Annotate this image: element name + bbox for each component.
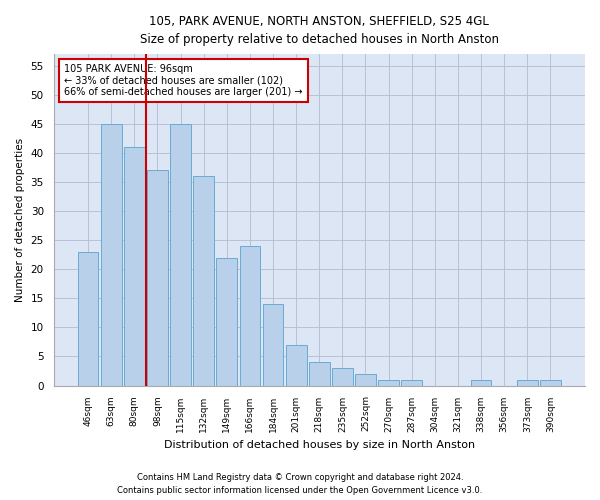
Bar [517, 380, 538, 386]
Bar [540, 380, 561, 386]
Bar [217, 258, 237, 386]
Bar [286, 345, 307, 386]
X-axis label: Distribution of detached houses by size in North Anston: Distribution of detached houses by size … [164, 440, 475, 450]
Bar [355, 374, 376, 386]
Y-axis label: Number of detached properties: Number of detached properties [15, 138, 25, 302]
Bar [332, 368, 353, 386]
Bar [193, 176, 214, 386]
Bar [77, 252, 98, 386]
Bar [239, 246, 260, 386]
Bar [147, 170, 168, 386]
Bar [309, 362, 329, 386]
Bar [378, 380, 399, 386]
Text: Contains HM Land Registry data © Crown copyright and database right 2024.
Contai: Contains HM Land Registry data © Crown c… [118, 474, 482, 495]
Title: 105, PARK AVENUE, NORTH ANSTON, SHEFFIELD, S25 4GL
Size of property relative to : 105, PARK AVENUE, NORTH ANSTON, SHEFFIEL… [140, 15, 499, 46]
Bar [263, 304, 283, 386]
Bar [101, 124, 122, 386]
Text: 105 PARK AVENUE: 96sqm
← 33% of detached houses are smaller (102)
66% of semi-de: 105 PARK AVENUE: 96sqm ← 33% of detached… [64, 64, 302, 98]
Bar [124, 147, 145, 386]
Bar [170, 124, 191, 386]
Bar [401, 380, 422, 386]
Bar [470, 380, 491, 386]
